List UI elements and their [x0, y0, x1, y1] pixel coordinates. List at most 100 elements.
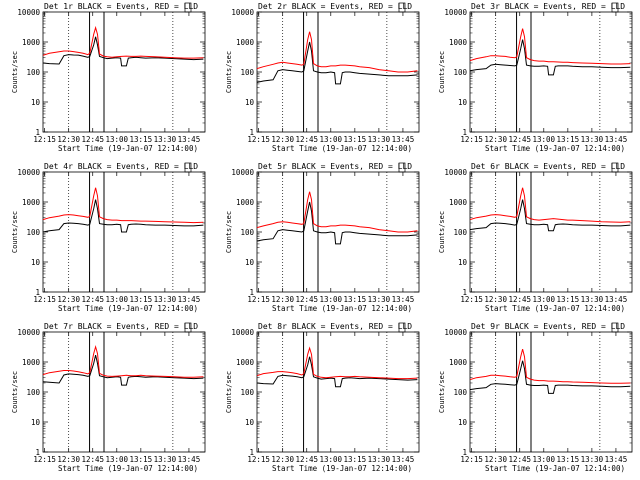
- x-tick-label: 12:30: [57, 455, 80, 464]
- y-tick-label: 10: [31, 258, 41, 267]
- x-tick-label: 13:00: [532, 455, 555, 464]
- x-tick-label: 12:15: [460, 455, 483, 464]
- panel-title: Det 1r BLACK = Events, RED = LLD: [44, 2, 198, 11]
- y-tick-label: 1000: [22, 38, 41, 47]
- y-tick-label: 1: [249, 128, 254, 137]
- x-tick-label: 12:30: [484, 455, 507, 464]
- y-tick-label: 10: [245, 98, 255, 107]
- y-tick-label: 100: [453, 388, 467, 397]
- panel-title: Det 3r BLACK = Events, RED = LLD: [471, 2, 625, 11]
- x-axis-label: Start Time (19-Jan-07 12:14:00): [58, 144, 198, 153]
- x-tick-label: 13:15: [344, 135, 367, 144]
- y-tick-label: 10000: [444, 168, 467, 177]
- x-tick-label: 13:00: [319, 295, 342, 304]
- legend-box: [398, 2, 406, 13]
- x-tick-label: 12:45: [81, 455, 104, 464]
- y-tick-label: 10: [245, 418, 255, 427]
- x-tick-label: 13:15: [344, 455, 367, 464]
- x-tick-label: 13:15: [130, 455, 153, 464]
- y-tick-label: 10: [31, 98, 41, 107]
- x-tick-label: 13:30: [368, 135, 391, 144]
- panel-2: Det 2r BLACK = Events, RED = LLD 1 10 100 10…: [225, 2, 420, 153]
- lld-series-line: [469, 187, 631, 223]
- x-axis-label: Start Time (19-Jan-07 12:14:00): [272, 144, 412, 153]
- x-tick-label: 13:15: [130, 135, 153, 144]
- lld-series-line: [42, 344, 204, 378]
- events-series-line: [469, 199, 631, 232]
- lld-series-line: [42, 187, 204, 224]
- x-tick-label: 13:45: [178, 135, 201, 144]
- y-tick-label: 10: [458, 258, 468, 267]
- x-axis-label: Start Time (19-Jan-07 12:14:00): [272, 304, 412, 313]
- y-axis-label: Counts/sec: [11, 371, 19, 413]
- events-series-line: [256, 356, 418, 388]
- y-tick-label: 10000: [231, 168, 254, 177]
- lld-series-line: [256, 191, 418, 233]
- plot-frame: [256, 331, 420, 453]
- y-tick-label: 1000: [236, 38, 255, 47]
- x-tick-label: 13:00: [105, 455, 128, 464]
- x-tick-label: 13:15: [557, 455, 580, 464]
- y-tick-label: 100: [453, 228, 467, 237]
- x-tick-label: 13:30: [581, 295, 604, 304]
- y-tick-label: 10000: [231, 8, 254, 17]
- legend-box: [398, 322, 406, 333]
- panel-5: Det 5r BLACK = Events, RED = LLD 1 10 100 10…: [225, 162, 420, 313]
- x-tick-label: 13:30: [581, 135, 604, 144]
- y-tick-label: 1: [462, 448, 467, 457]
- x-axis-label: Start Time (19-Jan-07 12:14:00): [58, 464, 198, 473]
- x-tick-label: 13:15: [557, 295, 580, 304]
- x-tick-label: 13:45: [392, 455, 415, 464]
- x-tick-label: 12:15: [33, 455, 56, 464]
- y-axis-label: Counts/sec: [438, 211, 446, 253]
- y-tick-label: 1000: [449, 358, 468, 367]
- x-tick-label: 13:45: [178, 455, 201, 464]
- x-tick-label: 12:45: [81, 135, 104, 144]
- y-tick-label: 10: [245, 258, 255, 267]
- events-series-line: [256, 201, 418, 245]
- x-axis-label: Start Time (19-Jan-07 12:14:00): [485, 304, 625, 313]
- x-tick-label: 12:30: [271, 135, 294, 144]
- x-tick-label: 12:15: [247, 135, 270, 144]
- x-tick-label: 12:45: [508, 455, 531, 464]
- x-tick-label: 12:15: [460, 295, 483, 304]
- x-tick-label: 12:30: [57, 135, 80, 144]
- y-tick-label: 1: [462, 288, 467, 297]
- y-tick-label: 100: [240, 388, 254, 397]
- panel-title: Det 9r BLACK = Events, RED = LLD: [471, 322, 625, 331]
- x-tick-label: 13:30: [154, 455, 177, 464]
- x-tick-label: 13:30: [368, 295, 391, 304]
- y-tick-label: 1000: [449, 38, 468, 47]
- legend-box: [184, 162, 192, 173]
- y-tick-label: 1000: [22, 358, 41, 367]
- panel-title: Det 6r BLACK = Events, RED = LLD: [471, 162, 625, 171]
- y-tick-label: 1000: [236, 358, 255, 367]
- x-tick-label: 12:15: [33, 295, 56, 304]
- y-tick-label: 100: [26, 228, 40, 237]
- plot-frame: [42, 331, 206, 453]
- panel-title: Det 8r BLACK = Events, RED = LLD: [258, 322, 412, 331]
- x-tick-label: 13:45: [605, 295, 628, 304]
- x-tick-label: 12:30: [484, 295, 507, 304]
- y-tick-label: 10000: [231, 328, 254, 337]
- x-tick-label: 12:45: [295, 455, 318, 464]
- panel-title: Det 4r BLACK = Events, RED = LLD: [44, 162, 198, 171]
- x-tick-label: 13:00: [532, 295, 555, 304]
- x-tick-label: 13:15: [130, 295, 153, 304]
- x-tick-label: 13:00: [319, 135, 342, 144]
- y-tick-label: 100: [453, 68, 467, 77]
- x-tick-label: 12:15: [247, 455, 270, 464]
- x-tick-label: 13:00: [105, 135, 128, 144]
- x-tick-label: 13:15: [557, 135, 580, 144]
- events-series-line: [42, 354, 204, 386]
- y-tick-label: 1: [462, 128, 467, 137]
- x-axis-label: Start Time (19-Jan-07 12:14:00): [485, 144, 625, 153]
- y-axis-label: Counts/sec: [225, 51, 233, 93]
- y-tick-label: 1: [249, 448, 254, 457]
- plot-frame: [469, 171, 633, 293]
- x-tick-label: 12:30: [484, 135, 507, 144]
- x-axis-label: Start Time (19-Jan-07 12:14:00): [272, 464, 412, 473]
- x-tick-label: 13:15: [344, 295, 367, 304]
- events-series-line: [42, 199, 204, 233]
- x-tick-label: 12:45: [295, 295, 318, 304]
